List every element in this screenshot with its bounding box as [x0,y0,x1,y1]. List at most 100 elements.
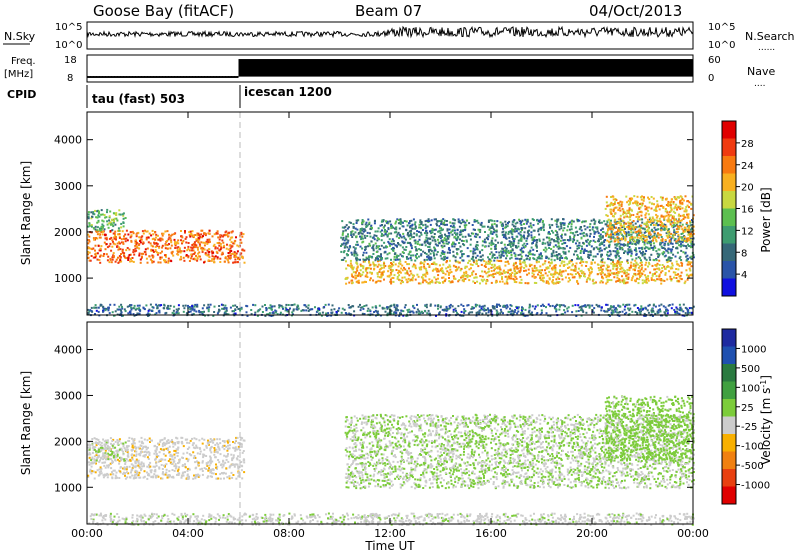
heatmap-cell [480,307,483,310]
heatmap-cell [87,253,89,256]
heatmap-cell [476,263,478,265]
heatmap-cell [155,233,158,236]
heatmap-cell [194,245,197,248]
heatmap-cell [479,228,482,231]
heatmap-cell [577,255,579,258]
heatmap-cell [505,280,508,283]
heatmap-cell [128,248,131,251]
heatmap-cell [568,262,571,264]
heatmap-cell [369,263,372,266]
heatmap-cell [460,222,463,225]
heatmap-cell [425,252,428,255]
heatmap-cell [475,304,478,307]
heatmap-cell [363,230,365,233]
heatmap-cell [689,220,691,223]
heatmap-cell [87,211,90,214]
heatmap-cell [95,230,98,233]
heatmap-cell [689,221,692,224]
heatmap-cell [535,246,538,249]
heatmap-cell [676,312,679,315]
heatmap-cell [681,236,683,239]
heatmap-cell [436,224,438,227]
heatmap-cell [532,224,535,227]
heatmap-cell [416,253,418,255]
heatmap-cell [610,305,612,308]
heatmap-cell [340,245,342,247]
heatmap-cell [575,315,578,317]
heatmap-cell [362,251,365,254]
heatmap-cell [528,303,531,306]
heatmap-cell [633,236,636,239]
heatmap-cell [655,209,658,212]
heatmap-cell [614,222,617,225]
heatmap-cell [506,254,509,257]
heatmap-cell [393,306,396,309]
heatmap-cell [690,265,693,268]
heatmap-cell [346,277,348,280]
heatmap-cell [203,232,206,235]
heatmap-cell [457,280,460,283]
heatmap-cell [338,307,341,310]
heatmap-cell [579,252,582,254]
heatmap-cell [159,257,162,260]
heatmap-cell [191,253,194,256]
heatmap-cell [683,282,686,285]
heatmap-cell [689,273,692,276]
heatmap-cell [90,310,93,312]
heatmap-cell [190,257,192,260]
heatmap-cell [468,259,471,262]
heatmap-cell [410,229,413,232]
heatmap-cell [359,245,362,248]
heatmap-cell [425,240,428,243]
heatmap-cell [593,235,595,238]
heatmap-cell [550,262,553,265]
heatmap-cell [458,279,461,281]
heatmap-cell [616,243,619,246]
heatmap-cell [609,228,612,231]
heatmap-cell [238,307,241,310]
heatmap-cell [381,271,384,274]
heatmap-cell [416,303,418,306]
heatmap-cell [571,273,574,276]
heatmap-cell [514,253,517,256]
heatmap-cell [642,234,645,237]
heatmap-cell [531,253,534,256]
heatmap-cell [545,280,548,283]
heatmap-cell [408,222,410,225]
heatmap-cell [350,234,353,236]
heatmap-cell [345,260,347,263]
heatmap-cell [640,247,643,250]
heatmap-cell [189,310,192,313]
heatmap-cell [585,261,588,263]
heatmap-cell [613,308,616,311]
heatmap-cell [382,219,385,222]
heatmap-cell [395,254,398,257]
heatmap-cell [451,226,454,229]
heatmap-cell [399,260,402,263]
heatmap-cell [386,220,389,223]
heatmap-cell [576,247,579,250]
heatmap-cell [612,210,615,213]
heatmap-cell [446,270,449,273]
heatmap-cell [645,281,647,284]
heatmap-cell [366,310,369,312]
heatmap-cell [440,244,443,247]
heatmap-cell [354,271,357,274]
heatmap-cell [655,219,658,222]
heatmap-cell [318,312,320,315]
heatmap-cell [138,236,141,239]
heatmap-cell [198,309,201,312]
heatmap-cell [117,261,120,264]
heatmap-cell [610,311,613,314]
heatmap-cell [626,201,629,204]
heatmap-cell [559,270,562,273]
heatmap-cell [109,230,112,232]
heatmap-cell [177,242,180,245]
heatmap-cell [553,239,555,242]
heatmap-cell [607,272,610,275]
heatmap-cell [560,304,563,307]
heatmap-cell [107,306,110,309]
heatmap-cell [681,262,684,265]
heatmap-cell [187,255,190,258]
heatmap-cell [449,306,452,309]
